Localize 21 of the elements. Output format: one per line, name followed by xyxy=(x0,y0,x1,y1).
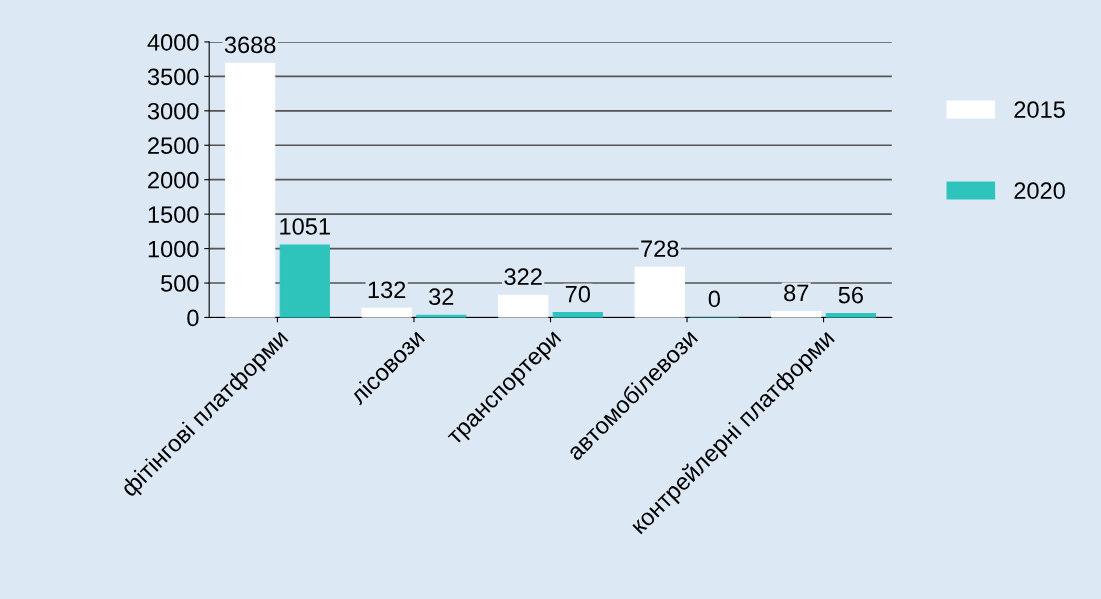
data-label: 70 xyxy=(565,285,591,303)
y-tick-label: 2500 xyxy=(148,137,199,155)
y-tick-label: 0 xyxy=(187,309,199,327)
data-label: 87 xyxy=(784,284,809,302)
data-label: 32 xyxy=(429,288,454,306)
data-label: 3688 xyxy=(224,36,276,54)
y-tick-label: 3000 xyxy=(147,102,199,120)
y-tick-label: 4000 xyxy=(147,34,199,51)
y-tick-label: 1500 xyxy=(148,206,199,223)
legend-label: 2020 xyxy=(1014,182,1065,199)
data-label: 0 xyxy=(708,290,720,308)
data-label: 56 xyxy=(838,286,863,304)
data-label: 322 xyxy=(504,268,542,286)
legend-label: 2015 xyxy=(1014,101,1065,118)
data-label: 132 xyxy=(368,281,406,299)
data-label: 1051 xyxy=(280,218,330,235)
y-tick-label: 3500 xyxy=(147,68,199,86)
y-tick-label: 500 xyxy=(161,275,199,292)
y-tick-label: 1000 xyxy=(148,240,199,258)
y-tick-label: 2000 xyxy=(148,171,199,189)
data-label: 728 xyxy=(641,240,679,258)
